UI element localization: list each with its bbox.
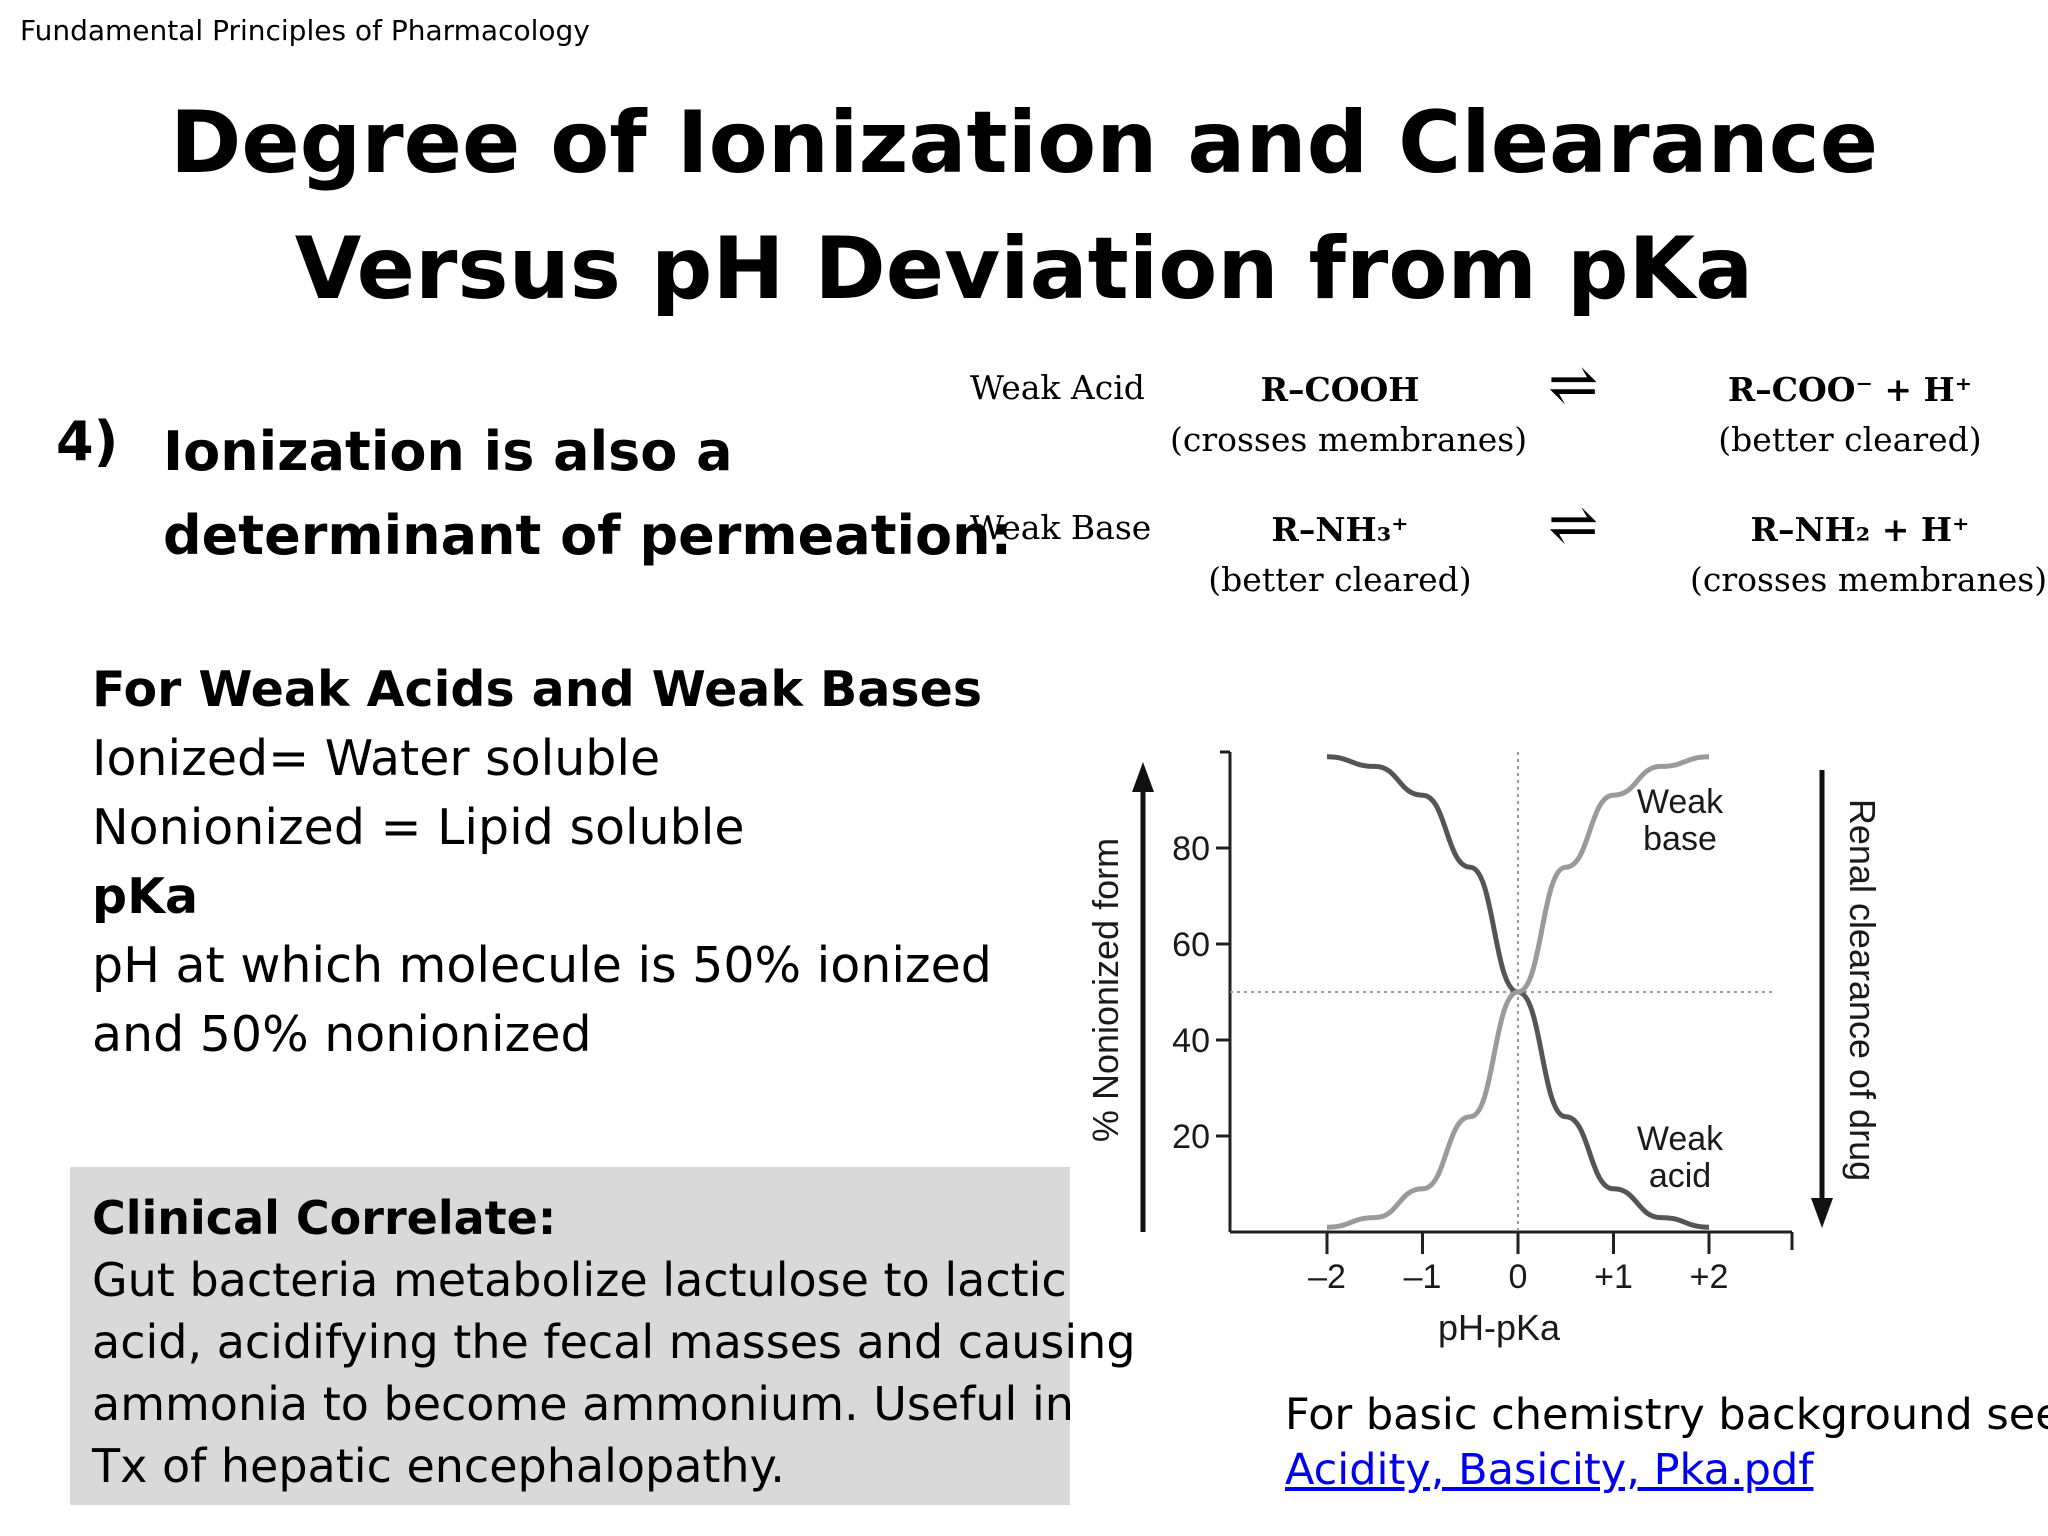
- weak-base-equilibrium-arrow: ⇌: [1548, 490, 1599, 560]
- weak-base-left: R–NH₃⁺ (better cleared): [1170, 505, 1510, 605]
- x-axis-title: pH-pKa: [1438, 1307, 1561, 1348]
- clinical-correlate-title: Clinical Correlate:: [92, 1191, 557, 1245]
- header-label: Fundamental Principles of Pharmacology: [20, 14, 590, 47]
- weak-acid-label: Weak: [1637, 1120, 1724, 1158]
- nonionized-definition: Nonionized = Lipid soluble: [92, 799, 745, 856]
- x-tick-label: 0: [1509, 1258, 1528, 1296]
- definitions-heading: For Weak Acids and Weak Bases: [92, 661, 982, 718]
- reference-label: For basic chemistry background see:: [1285, 1390, 2048, 1440]
- weak-base-right-note: (crosses membranes): [1690, 560, 2048, 599]
- reference-link[interactable]: Acidity, Basicity, Pka.pdf: [1285, 1445, 1814, 1495]
- x-tick-label: –1: [1404, 1258, 1442, 1296]
- point-line-2: determinant of permeation:: [163, 504, 1013, 567]
- weak-acid-right: R–COO⁻ + H⁺ (better cleared): [1690, 365, 2010, 465]
- y-tick-label: 80: [1172, 830, 1210, 868]
- weak-acid-right-note: (better cleared): [1718, 420, 1982, 459]
- definitions-block: For Weak Acids and Weak Bases Ionized= W…: [92, 655, 992, 1069]
- weak-base-label: Weak: [1637, 783, 1724, 821]
- ionized-definition: Ionized= Water soluble: [92, 730, 661, 787]
- weak-acid-left-note: (crosses membranes): [1170, 420, 1528, 459]
- clinical-correlate-box: Clinical Correlate: Gut bacteria metabol…: [70, 1167, 1136, 1505]
- weak-acid-equilibrium-arrow: ⇌: [1548, 350, 1599, 420]
- x-tick-label: +2: [1690, 1258, 1729, 1296]
- renal-down-arrowhead: [1811, 1198, 1833, 1228]
- y-axis-title: % Nonionized form: [1085, 838, 1126, 1142]
- y-tick-label: 20: [1172, 1118, 1210, 1156]
- weak-base-curve: [1326, 754, 1710, 1230]
- pka-heading: pKa: [92, 868, 199, 925]
- weak-acid-left-formula: R–COOH: [1260, 370, 1420, 409]
- title-line-2: Versus pH Deviation from pKa: [294, 219, 1754, 319]
- clinical-line: ammonia to become ammonium. Useful in: [92, 1377, 1074, 1431]
- weak-acid-left: R–COOH (crosses membranes): [1170, 365, 1528, 465]
- x-tick-label: –2: [1308, 1258, 1346, 1296]
- x-tick-label: +1: [1594, 1258, 1633, 1296]
- ionization-chart: % Nonionized form Renal clearance of dru…: [1085, 750, 1883, 1348]
- pka-definition-line-2: and 50% nonionized: [92, 1006, 592, 1063]
- y-tick-label: 40: [1172, 1022, 1210, 1060]
- title-line-1: Degree of Ionization and Clearance: [169, 93, 1879, 193]
- pka-definition-line-1: pH at which molecule is 50% ionized: [92, 937, 992, 994]
- weak-base-right: R–NH₂ + H⁺ (crosses membranes): [1690, 505, 2048, 605]
- point-line-1: Ionization is also a: [163, 420, 733, 483]
- weak-acid-right-formula: R–COO⁻ + H⁺: [1727, 370, 1973, 409]
- weak-base-left-note: (better cleared): [1208, 560, 1472, 599]
- clinical-line: Tx of hepatic encephalopathy.: [92, 1439, 785, 1493]
- weak-acid-label: acid: [1649, 1157, 1711, 1195]
- point-text: Ionization is also a determinant of perm…: [163, 410, 1012, 578]
- clinical-line: acid, acidifying the fecal masses and ca…: [92, 1315, 1136, 1369]
- y-tick-label: 60: [1172, 926, 1210, 964]
- weak-acid-label: Weak Acid: [970, 368, 1145, 407]
- renal-clearance-label: Renal clearance of drug: [1842, 799, 1883, 1181]
- nonionized-up-arrowhead: [1132, 762, 1154, 792]
- weak-base-label: base: [1643, 820, 1717, 858]
- weak-base-right-formula: R–NH₂ + H⁺: [1750, 510, 1970, 549]
- weak-base-left-formula: R–NH₃⁺: [1271, 510, 1409, 549]
- clinical-line: Gut bacteria metabolize lactulose to lac…: [92, 1253, 1067, 1307]
- point-number: 4): [56, 410, 119, 473]
- weak-base-label: Weak Base: [970, 508, 1152, 547]
- page-title: Degree of Ionization and Clearance Versu…: [0, 80, 2048, 332]
